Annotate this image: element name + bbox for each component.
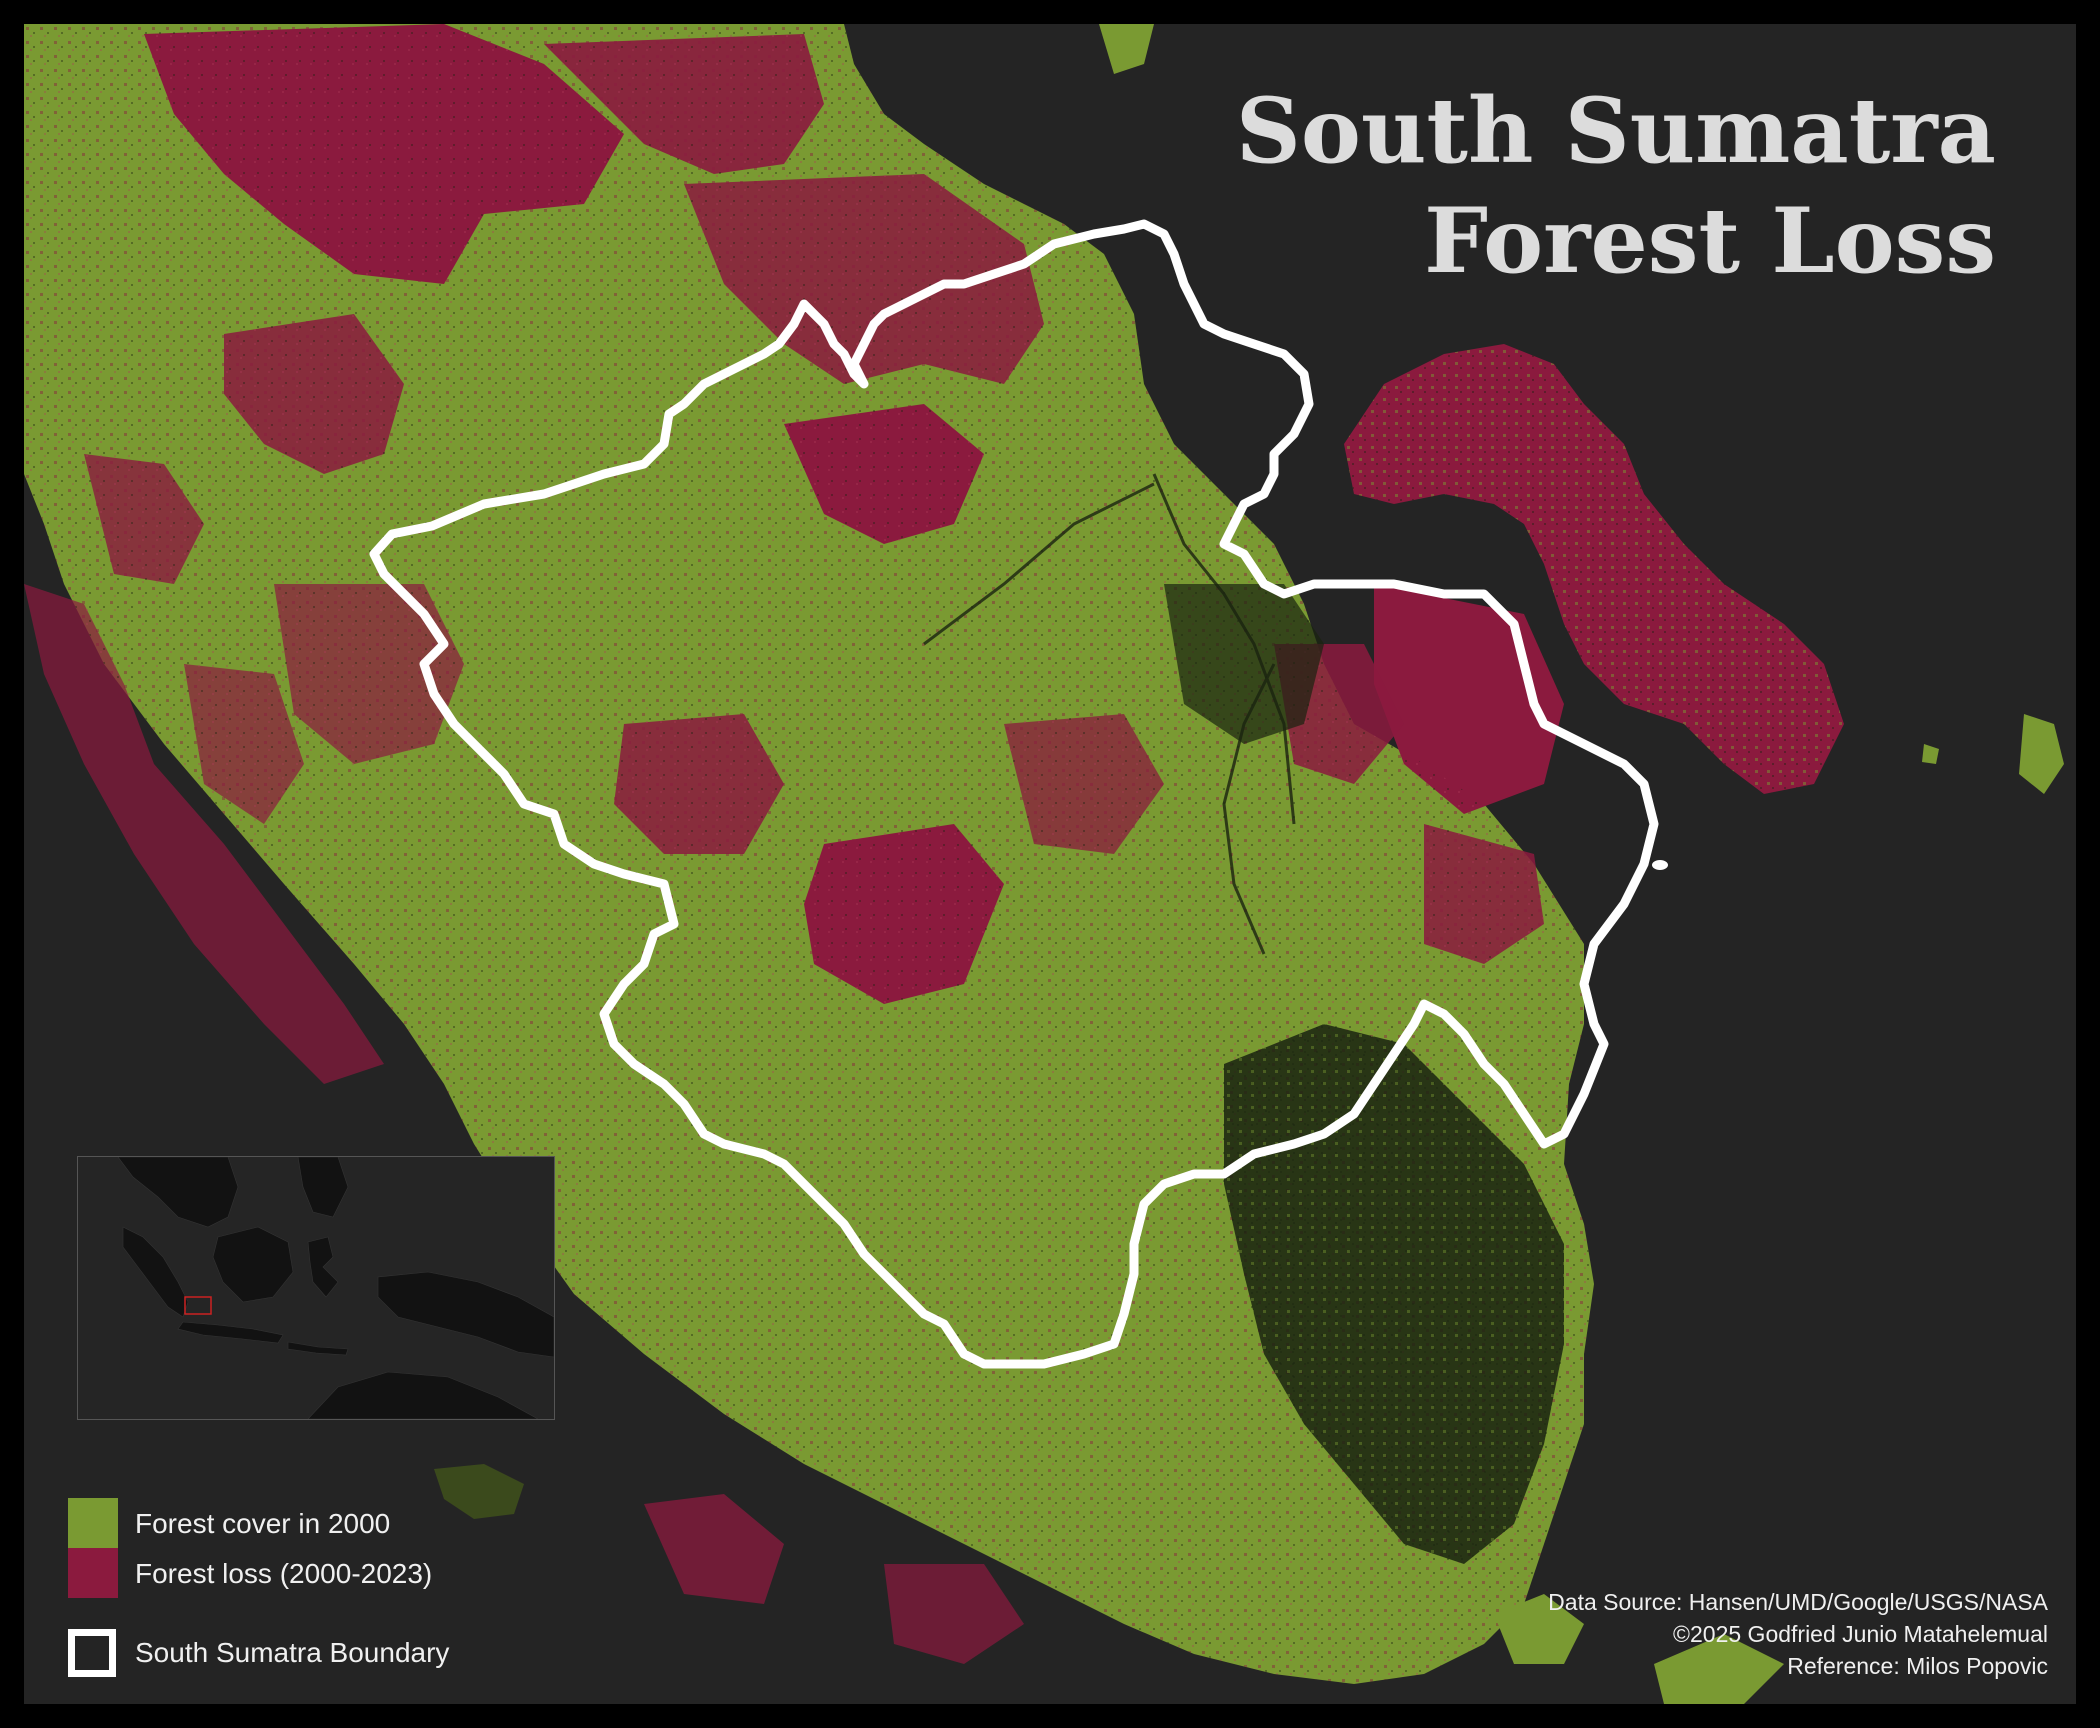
- map-title: South Sumatra Forest Loss: [1096, 76, 1996, 296]
- legend-label-forest-cover: Forest cover in 2000: [135, 1508, 391, 1539]
- inset-sumatra: [122, 1226, 189, 1318]
- map-canvas[interactable]: [24, 24, 2076, 1704]
- inset-philippines: [297, 1157, 349, 1218]
- small-island: [1494, 1594, 1584, 1664]
- forest-cover-swatch-icon: [68, 1498, 118, 1548]
- credits: Data Source: Hansen/UMD/Google/USGS/NASA…: [1548, 1586, 2048, 1682]
- boundary-outline-swatch-icon: [68, 1629, 116, 1677]
- small-island: [1099, 24, 1154, 74]
- rivers: [923, 473, 1296, 955]
- bangka-island-texture: [1344, 344, 1844, 794]
- inset-location-marker: [184, 1296, 212, 1315]
- locator-inset-map[interactable]: [77, 1156, 555, 1420]
- credit-copyright: ©2025 Godfried Junio Matahelemual: [1673, 1621, 2048, 1647]
- inset-java: [177, 1321, 284, 1344]
- small-island: [1922, 744, 1939, 764]
- inset-new-guinea: [377, 1271, 554, 1358]
- small-island: [2019, 714, 2064, 794]
- forest-loss-swatch-icon: [68, 1548, 118, 1598]
- credit-data-source: Data Source: Hansen/UMD/Google/USGS/NASA: [1548, 1589, 2048, 1615]
- legend-label-boundary: South Sumatra Boundary: [135, 1637, 450, 1668]
- land-texture: [24, 24, 1594, 1684]
- dark-vegetation-strip: [1164, 584, 1324, 744]
- small-island: [1654, 1634, 1784, 1704]
- inset-australia: [307, 1371, 539, 1419]
- title-line-1: South Sumatra: [1235, 78, 1996, 184]
- south-sumatra-boundary[interactable]: [369, 219, 1659, 1369]
- map-frame: South Sumatra Forest Loss Forest cover i…: [24, 24, 2076, 1704]
- inset-canvas: [117, 1157, 554, 1419]
- legend-label-forest-loss: Forest loss (2000-2023): [135, 1558, 433, 1589]
- dark-vegetation-texture: [1224, 1024, 1564, 1564]
- inset-mainland: [117, 1157, 239, 1228]
- title-line-2: Forest Loss: [1424, 188, 1996, 294]
- boundary-island: [1652, 860, 1668, 870]
- credit-reference: Reference: Milos Popovic: [1787, 1653, 2048, 1679]
- inset-sulawesi: [307, 1236, 339, 1298]
- inset-lesser-sunda: [287, 1341, 349, 1356]
- small-island: [434, 1464, 524, 1519]
- inset-borneo: [212, 1226, 294, 1303]
